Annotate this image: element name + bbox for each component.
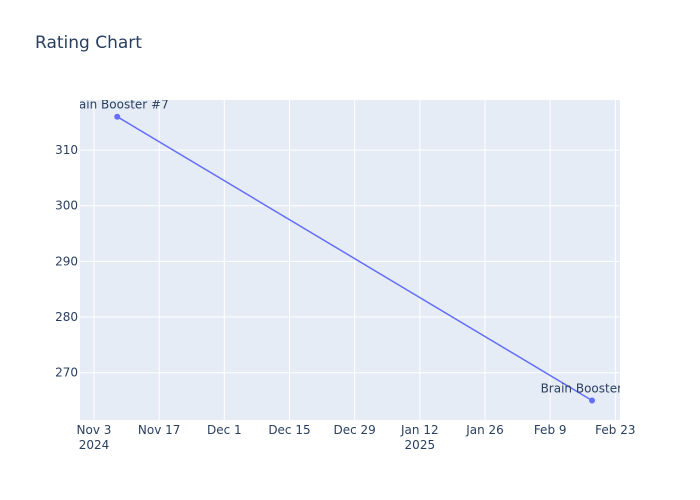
x-tick-label: Jan 26 <box>465 423 504 437</box>
x-year-label: 2024 <box>79 438 110 452</box>
x-tick-label: Dec 15 <box>268 423 310 437</box>
x-tick-label: Jan 12 <box>400 423 439 437</box>
series-layer <box>114 113 596 404</box>
y-tick-label: 300 <box>55 199 78 213</box>
data-point <box>589 397 596 404</box>
x-tick-label: Nov 17 <box>138 423 181 437</box>
x-tick-label: Feb 9 <box>534 423 567 437</box>
data-point-label: Brain Booster #8 <box>541 382 644 396</box>
x-year-label: 2025 <box>405 438 436 452</box>
x-tick-label: Nov 3 <box>77 423 112 437</box>
chart-title: Rating Chart <box>35 33 142 53</box>
y-tick-label: 280 <box>55 310 78 324</box>
y-tick-label: 270 <box>55 366 78 380</box>
y-tick-label: 290 <box>55 254 78 268</box>
x-tick-label: Dec 29 <box>333 423 375 437</box>
x-tick-label: Dec 1 <box>207 423 242 437</box>
y-tick-label: 310 <box>55 143 78 157</box>
plot-area <box>80 100 620 420</box>
grid-lines <box>80 100 620 420</box>
data-point-label: Brain Booster #7 <box>66 98 169 112</box>
x-tick-label: Feb 23 <box>595 423 635 437</box>
data-point <box>114 113 121 120</box>
series-line <box>116 116 593 402</box>
data-labels: Brain Booster #7 Brain Booster #8 <box>66 98 644 396</box>
